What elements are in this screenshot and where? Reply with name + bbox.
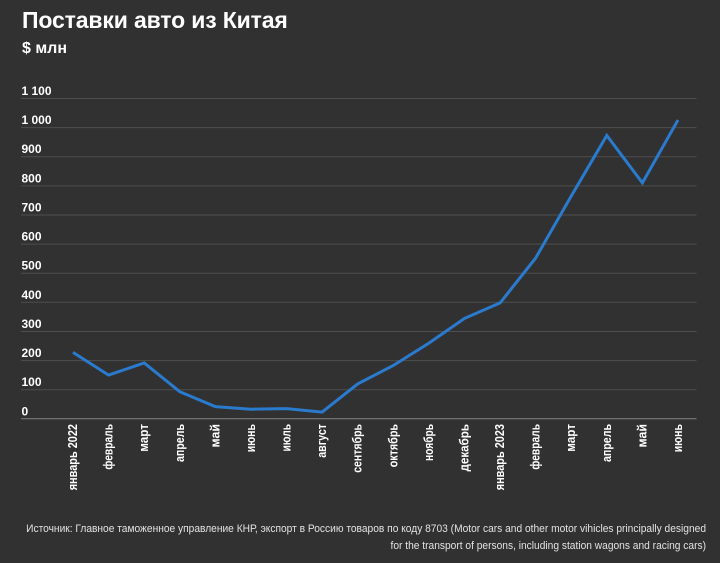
svg-text:900: 900 (22, 142, 42, 156)
svg-text:октябрь: октябрь (385, 424, 400, 467)
svg-text:март: март (563, 424, 578, 452)
svg-text:500: 500 (22, 259, 42, 273)
svg-text:800: 800 (22, 171, 42, 185)
svg-text:декабрь: декабрь (457, 424, 472, 472)
svg-text:апрель: апрель (599, 424, 614, 462)
svg-text:февраль: февраль (101, 424, 116, 470)
svg-text:январь 2022: январь 2022 (65, 424, 80, 490)
svg-text:1 100: 1 100 (22, 84, 52, 98)
svg-text:март: март (136, 424, 151, 452)
svg-text:1 000: 1 000 (22, 113, 52, 127)
svg-text:июнь: июнь (243, 424, 258, 452)
svg-text:август: август (314, 424, 329, 458)
svg-text:май: май (634, 424, 649, 448)
svg-text:200: 200 (22, 346, 42, 360)
svg-text:апрель: апрель (172, 424, 187, 462)
svg-text:100: 100 (22, 375, 42, 389)
svg-text:февраль: февраль (528, 424, 543, 470)
svg-text:сентябрь: сентябрь (350, 424, 365, 473)
svg-text:июль: июль (279, 424, 294, 452)
svg-text:январь 2023: январь 2023 (492, 424, 507, 490)
svg-text:300: 300 (22, 317, 42, 331)
svg-text:ноябрь: ноябрь (421, 424, 436, 461)
svg-text:май: май (207, 424, 222, 448)
svg-text:0: 0 (22, 404, 29, 418)
svg-text:700: 700 (22, 201, 42, 215)
svg-text:июнь: июнь (670, 424, 685, 452)
svg-text:600: 600 (22, 230, 42, 244)
svg-text:400: 400 (22, 288, 42, 302)
